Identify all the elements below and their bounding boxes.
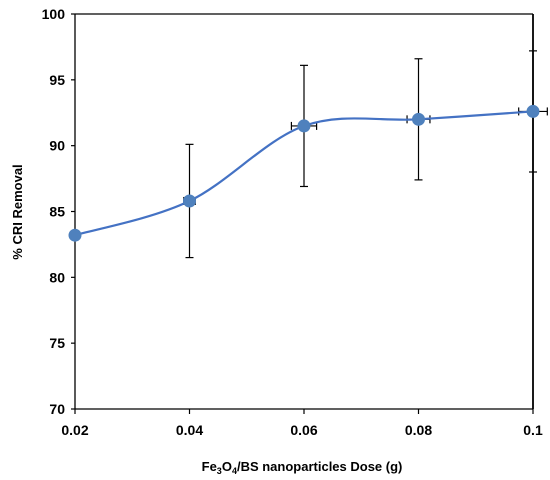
y-tick-label: 90: [49, 138, 65, 154]
axis-ticks: [71, 13, 534, 414]
y-tick-label: 85: [49, 204, 65, 220]
x-tick-labels: 0.02 0.04 0.06 0.08 0.1: [61, 422, 543, 438]
y-tick-label: 95: [49, 72, 65, 88]
y-axis-title: % CRI Removal: [10, 164, 25, 259]
x-tick-label: 0.02: [61, 422, 88, 438]
x-tick-label: 0.08: [405, 422, 432, 438]
y-tick-label: 70: [49, 401, 65, 417]
data-points: [68, 104, 540, 242]
y-tick-label: 100: [42, 6, 66, 22]
x-axis-title: Fe3O4/BS nanoparticles Dose (g): [202, 459, 403, 476]
y-tick-labels: 70 75 80 85 90 95 100: [42, 6, 66, 417]
data-point: [183, 194, 196, 208]
data-point: [412, 112, 425, 126]
error-bars: [183, 50, 548, 259]
y-tick-label: 75: [49, 335, 65, 351]
x-tick-label: 0.04: [176, 422, 203, 438]
data-point: [297, 119, 311, 133]
data-point: [68, 228, 82, 242]
y-tick-label: 80: [49, 269, 65, 285]
data-point: [526, 104, 540, 118]
x-tick-label: 0.06: [290, 422, 317, 438]
x-tick-label: 0.1: [523, 422, 543, 438]
